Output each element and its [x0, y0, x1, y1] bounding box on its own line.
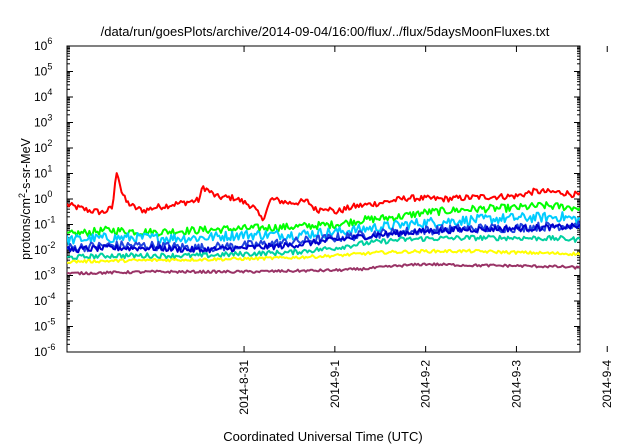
series-line-7 — [67, 248, 580, 264]
y-axis-label: protons/cm2-s-sr-MeV — [17, 137, 33, 259]
y-tick-exponent: 3 — [47, 113, 52, 123]
y-axis-label-prefix: protons/cm — [19, 198, 33, 260]
x-tick-label: 2014-8-31 — [237, 360, 251, 415]
x-tick-label: 2014-9-3 — [509, 360, 523, 408]
y-tick-base: 10 — [34, 345, 48, 359]
y-tick-base: 10 — [34, 141, 48, 155]
y-tick-label: 101 — [34, 164, 52, 181]
chart-title: /data/run/goesPlots/archive/2014-09-04/1… — [101, 24, 550, 39]
y-tick-label: 104 — [34, 87, 52, 104]
y-tick-label: 102 — [34, 138, 52, 155]
y-tick-exponent: -6 — [47, 342, 55, 352]
y-tick-base: 10 — [34, 218, 48, 232]
y-tick-label: 10-6 — [34, 342, 55, 359]
x-tick-label: 2014-9-1 — [328, 360, 342, 408]
x-tick-label: 2014-9-2 — [419, 360, 433, 408]
y-tick-label: 10-1 — [34, 215, 55, 232]
y-axis-label-suffix: -s-sr-MeV — [19, 137, 33, 193]
y-tick-exponent: 0 — [47, 189, 52, 199]
y-tick-base: 10 — [34, 192, 48, 206]
series-line-6 — [67, 234, 580, 261]
y-tick-base: 10 — [34, 39, 48, 53]
y-tick-label: 105 — [34, 62, 52, 79]
series-line-1 — [67, 172, 580, 222]
y-tick-label: 10-3 — [34, 266, 55, 283]
y-tick-exponent: -3 — [47, 266, 55, 276]
y-tick-exponent: 1 — [47, 164, 52, 174]
x-axis-label: Coordinated Universal Time (UTC) — [223, 429, 422, 444]
x-tick-label: 2014-9-4 — [600, 360, 614, 408]
y-tick-exponent: -1 — [47, 215, 55, 225]
y-tick-label: 10-4 — [34, 291, 55, 308]
y-tick-base: 10 — [34, 320, 48, 334]
y-tick-exponent: -5 — [47, 317, 55, 327]
y-tick-exponent: 4 — [47, 87, 52, 97]
y-tick-base: 10 — [34, 243, 48, 257]
y-tick-label: 106 — [34, 36, 52, 53]
y-tick-base: 10 — [34, 269, 48, 283]
y-axis-ticks: 10-610-510-410-310-210-11001011021031041… — [34, 36, 580, 359]
y-tick-label: 103 — [34, 113, 52, 130]
series-line-8 — [67, 262, 580, 276]
y-tick-exponent: 6 — [47, 36, 52, 46]
y-tick-exponent: -4 — [47, 291, 55, 301]
y-tick-base: 10 — [34, 294, 48, 308]
y-axis-label-superscript: 2 — [17, 193, 27, 198]
y-tick-label: 100 — [34, 189, 52, 206]
y-tick-base: 10 — [34, 65, 48, 79]
x-axis-ticks: 2014-8-31 2014-9-1 2014-9-2 2014-9-3 2014-9-… — [237, 46, 614, 415]
series-line-3 — [67, 211, 580, 246]
series-line-5 — [67, 222, 580, 254]
y-tick-label: 10-2 — [34, 240, 55, 257]
y-tick-base: 10 — [34, 116, 48, 130]
y-tick-exponent: 2 — [47, 138, 52, 148]
data-series-group — [67, 172, 580, 276]
y-tick-base: 10 — [34, 167, 48, 181]
series-line-4 — [67, 220, 580, 254]
y-tick-base: 10 — [34, 90, 48, 104]
y-tick-label: 10-5 — [34, 317, 55, 334]
y-tick-exponent: 5 — [47, 62, 52, 72]
y-tick-exponent: -2 — [47, 240, 55, 250]
